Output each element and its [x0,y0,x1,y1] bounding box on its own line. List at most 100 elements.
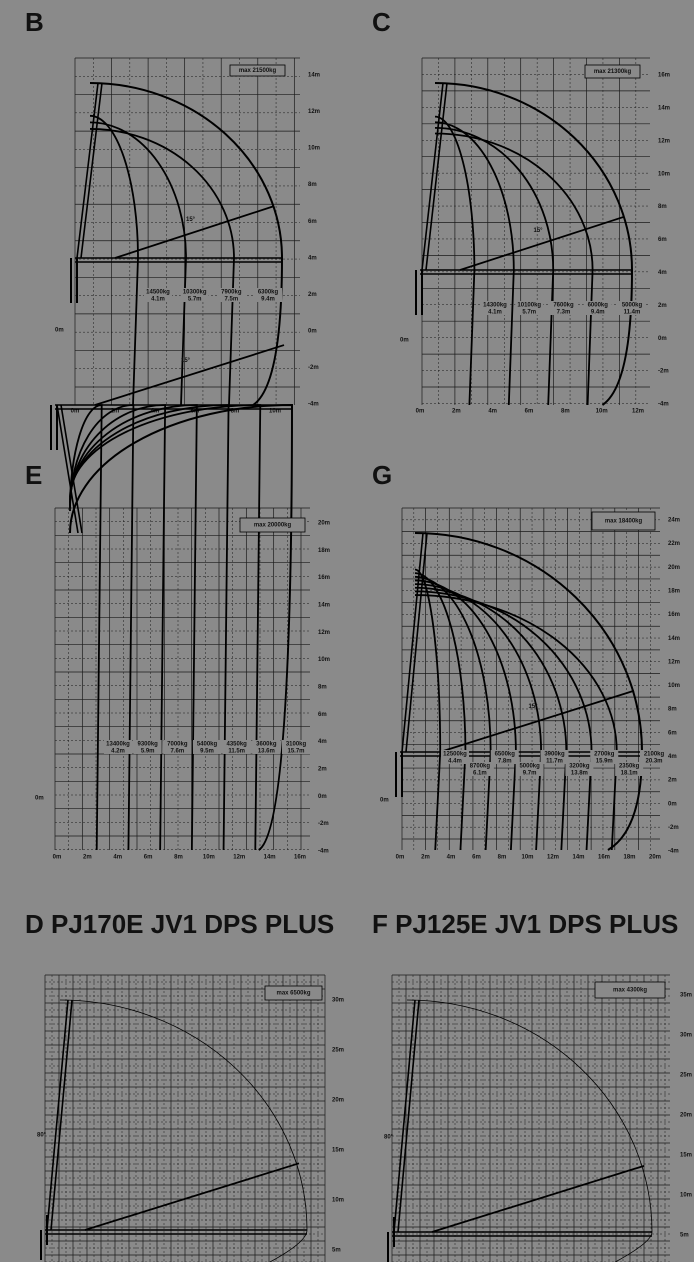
y-tick-label: 8m [668,707,677,713]
y-tick-label: 6m [658,237,667,243]
x-tick-label: 0m [53,855,62,861]
y-tick-label: 35m [680,993,692,999]
y-tick-label: 8m [658,204,667,210]
y-tick-label: 2m [658,303,667,309]
load-reach: 4.1m [488,310,502,316]
load-weight: 12500kg [443,752,467,758]
y-tick-label: 20m [668,565,680,571]
y-tick-label: 10m [668,683,680,689]
load-reach: 20.3m [645,759,662,765]
y-tick-label: 15m [680,1153,692,1159]
y-tick-label: 25m [332,1048,344,1054]
x-tick-label: 8m [498,855,507,861]
y-tick-label: 30m [680,1033,692,1039]
y-tick-label: 10m [680,1193,692,1199]
load-weight: 3200kg [569,764,590,770]
y-tick-label: 20m [318,521,330,527]
y-tick-label: 10m [318,657,330,663]
reach-envelope [60,1000,307,1262]
x-tick-label: 2m [83,855,92,861]
y-tick-label: 0m [668,801,677,807]
boom-horizontal [45,1230,307,1234]
y-tick-label: 12m [658,138,670,144]
y-tick-label: -2m [308,365,319,371]
y-tick-label: 22m [668,541,680,547]
y-tick-label: 30m [332,998,344,1004]
load-curve [415,595,617,850]
y-tick-label: 5m [680,1233,689,1239]
load-reach: 9.7m [523,771,537,777]
x-tick-label: 20m [649,855,661,861]
load-reach: 13.6m [258,749,275,755]
load-weight: 2350kg [619,764,640,770]
y-tick-label: -4m [308,402,319,408]
load-reach: 4.4m [448,759,462,765]
load-reach: 9.4m [591,310,605,316]
y-tick-label: 2m [308,292,317,298]
load-reach: 5.7m [522,310,536,316]
y-tick-label: -4m [668,849,679,855]
y-tick-label: 18m [668,589,680,595]
x-tick-label: 14m [572,855,584,861]
load-weight: 7900kg [221,290,242,296]
load-weight: 4350kg [226,742,247,748]
crane-base [41,1215,47,1260]
crane-column [422,83,447,270]
origin-label: 0m [400,338,409,344]
load-reach: 15.7m [287,749,304,755]
y-tick-label: 4m [308,255,317,261]
load-reach: 11.5m [228,749,245,755]
load-reach: 9.4m [261,297,275,303]
y-tick-label: 2m [318,767,327,773]
chart-label: G [372,460,392,490]
boom-raised [440,691,634,752]
load-weight: 8700kg [470,764,491,770]
y-tick-label: 6m [668,730,677,736]
max-load: max 21300kg [594,69,632,75]
x-tick-label: 8m [174,855,183,861]
x-tick-label: 10m [521,855,533,861]
crane-base [396,752,402,797]
load-reach: 13.8m [571,771,588,777]
x-tick-label: 2m [421,855,430,861]
y-tick-label: 0m [658,336,667,342]
origin-label: 0m [55,328,64,334]
boom-angle: 15° [186,217,196,223]
y-tick-label: 0m [308,328,317,334]
y-tick-label: 18m [318,548,330,554]
y-tick-label: 20m [332,1098,344,1104]
load-reach: 7.6m [170,749,184,755]
load-weight: 3100kg [286,742,307,748]
y-tick-label: -2m [658,369,669,375]
y-tick-label: 6m [318,712,327,718]
load-reach: 7.3m [557,310,571,316]
y-tick-label: -2m [318,821,329,827]
load-weight: 5400kg [197,742,218,748]
load-curve [70,405,229,850]
x-tick-label: 18m [623,855,635,861]
load-reach: 9.5m [200,749,214,755]
y-tick-label: 5m [332,1248,341,1254]
x-tick-label: 16m [598,855,610,861]
load-reach: 11.7m [546,759,563,765]
load-reach: 18.1m [621,771,638,777]
x-tick-label: 6m [144,855,153,861]
load-weight: 3600kg [256,742,277,748]
load-weight: 2700kg [594,752,615,758]
load-curve [70,405,165,850]
crane-column [77,83,102,258]
chart-label: E [25,460,42,490]
load-reach: 5.7m [188,297,202,303]
y-tick-label: 12m [668,659,680,665]
crane-column [402,533,427,752]
origin-label: 0m [380,798,389,804]
boom-raised [115,206,274,258]
load-reach: 15.9m [596,759,613,765]
load-reach: 7.5m [224,297,238,303]
y-tick-label: 4m [668,754,677,760]
y-tick-label: 4m [318,739,327,745]
y-tick-label: 14m [308,73,320,79]
y-tick-label: 8m [308,182,317,188]
x-tick-label: 10m [596,409,608,415]
x-tick-label: 12m [632,409,644,415]
